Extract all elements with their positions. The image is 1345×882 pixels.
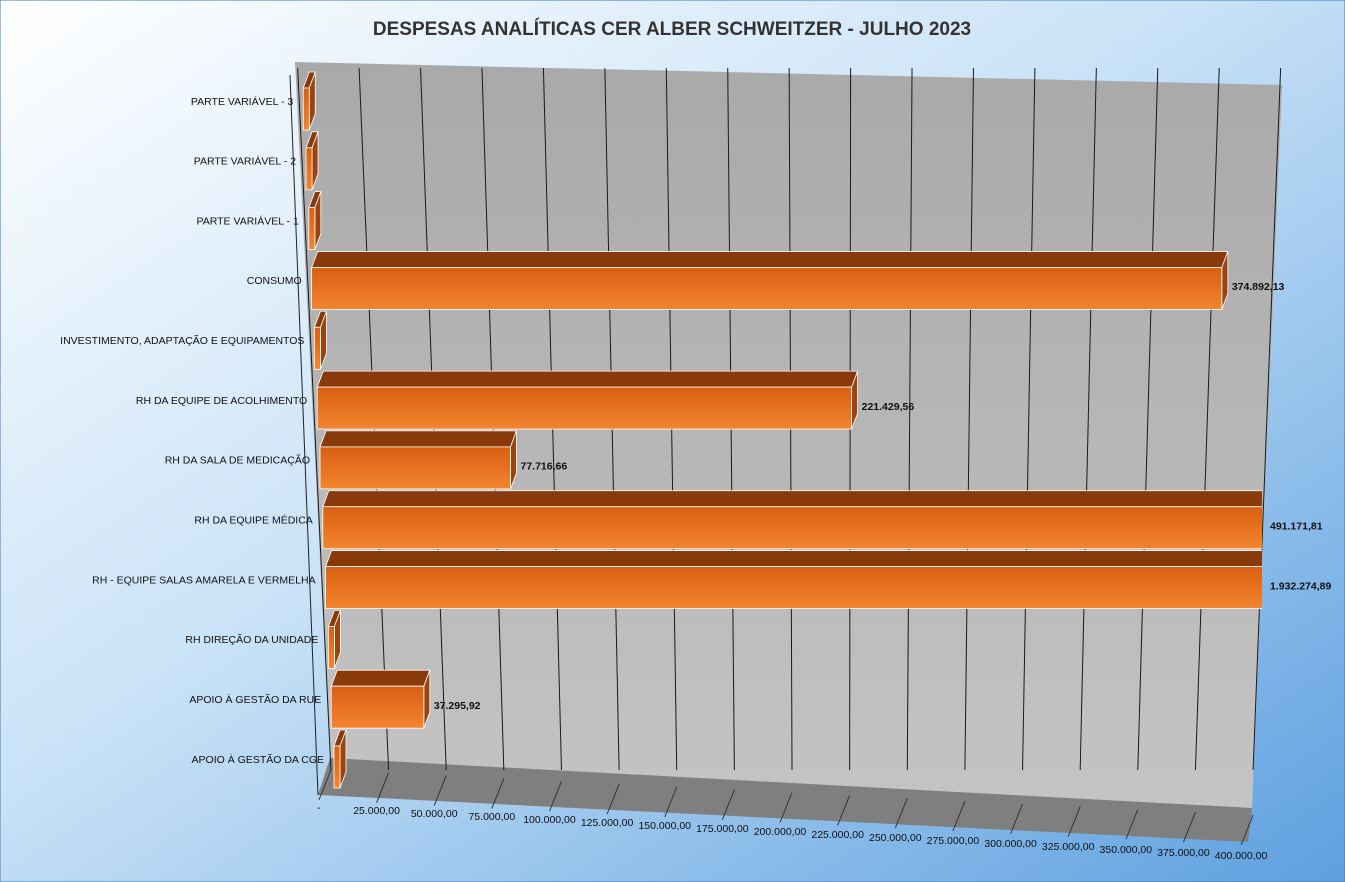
grid-line bbox=[1194, 67, 1220, 771]
bar bbox=[322, 506, 1262, 550]
x-tick-label: 375.000,00 bbox=[1157, 847, 1210, 859]
floor-grid-line bbox=[1067, 806, 1081, 837]
floor-grid-line bbox=[1240, 814, 1254, 846]
bar bbox=[328, 625, 335, 669]
category-label: PARTE VARIÁVEL - 2 bbox=[194, 155, 296, 168]
grid-line bbox=[297, 67, 332, 771]
category-label: RH DA EQUIPE DE ACOLHIMENTO bbox=[136, 395, 307, 407]
category-label: RH DA EQUIPE MÉDICA bbox=[194, 514, 312, 527]
bar bbox=[302, 87, 310, 131]
bar-top bbox=[319, 430, 518, 448]
x-tick-label: 175.000,00 bbox=[696, 823, 749, 835]
category-label: RH DIREÇÃO DA UNIDADE bbox=[185, 633, 318, 646]
x-tick-label: 225.000,00 bbox=[811, 829, 864, 841]
floor-grid-line bbox=[1125, 809, 1139, 840]
bar-top bbox=[322, 490, 1262, 508]
floor-grid-line bbox=[721, 789, 735, 820]
grid-line bbox=[1252, 67, 1282, 771]
category-label: APOIO À GESTÃO DA CGE bbox=[192, 753, 324, 766]
bar bbox=[316, 386, 853, 430]
x-tick-label: 150.000,00 bbox=[638, 820, 691, 832]
category-label: CONSUMO bbox=[247, 275, 302, 287]
floor-grid-line bbox=[433, 775, 447, 806]
bar bbox=[314, 326, 321, 370]
bar-top bbox=[325, 550, 1262, 567]
grid-line bbox=[1022, 67, 1036, 771]
axis-line bbox=[289, 74, 319, 796]
floor-grid-line bbox=[491, 778, 505, 809]
category-label: RH - EQUIPE SALAS AMARELA E VERMELHA bbox=[92, 574, 316, 586]
floor-grid-line bbox=[376, 772, 390, 803]
back-wall bbox=[295, 62, 1282, 808]
value-label: 1.932.274,89 bbox=[1270, 580, 1331, 592]
x-tick-label: 75.000,00 bbox=[468, 811, 515, 823]
chart-title: DESPESAS ANALÍTICAS CER ALBER SCHWEITZER… bbox=[373, 18, 971, 40]
x-tick-label: 275.000,00 bbox=[927, 835, 980, 847]
value-label: 374.892,13 bbox=[1232, 281, 1285, 293]
bar bbox=[311, 267, 1223, 310]
x-tick-label: 400.000,00 bbox=[1215, 850, 1268, 862]
x-tick-label: 325.000,00 bbox=[1042, 841, 1095, 853]
floor-grid-line bbox=[606, 783, 620, 815]
floor-grid-line bbox=[549, 781, 562, 812]
x-tick-label: 50.000,00 bbox=[411, 808, 458, 820]
grid-line bbox=[1079, 67, 1097, 771]
x-tick-label: 250.000,00 bbox=[869, 832, 922, 844]
value-label: 37.295,92 bbox=[434, 700, 481, 712]
bar bbox=[333, 745, 341, 789]
bar-top bbox=[316, 370, 859, 388]
bar-top bbox=[311, 251, 1229, 268]
floor-grid-line bbox=[664, 786, 678, 818]
floor-grid-line bbox=[779, 792, 793, 823]
value-label: 77.716,66 bbox=[520, 461, 567, 473]
floor-grid-line bbox=[1182, 812, 1196, 843]
x-tick-label: 125.000,00 bbox=[581, 817, 634, 829]
bar bbox=[305, 147, 313, 191]
x-tick-label: 200.000,00 bbox=[754, 826, 807, 838]
floor-grid-line bbox=[318, 769, 332, 801]
grid-line bbox=[1137, 67, 1159, 771]
bar-top bbox=[330, 669, 431, 687]
x-tick-label: 350.000,00 bbox=[1100, 844, 1153, 856]
value-label: 221.429,56 bbox=[862, 401, 915, 413]
floor-grid-line bbox=[837, 795, 851, 826]
floor-grid-line bbox=[1010, 803, 1024, 834]
x-tick-label: 25.000,00 bbox=[353, 805, 400, 817]
category-label: APOIO À GESTÃO DA RUE bbox=[189, 693, 321, 706]
x-tick-label: - bbox=[317, 802, 321, 814]
x-tick-label: 100.000,00 bbox=[523, 814, 576, 826]
bar bbox=[325, 566, 1262, 609]
bar bbox=[319, 446, 511, 490]
bar bbox=[330, 685, 425, 729]
category-label: INVESTIMENTO, ADAPTAÇÃO E EQUIPAMENTOS bbox=[60, 334, 304, 347]
grid-line bbox=[964, 67, 974, 771]
bar bbox=[308, 207, 316, 251]
floor bbox=[318, 758, 1252, 842]
category-label: PARTE VARIÁVEL - 1 bbox=[197, 214, 299, 227]
floor-grid-line bbox=[952, 800, 966, 832]
category-label: PARTE VARIÁVEL - 3 bbox=[191, 95, 293, 108]
x-tick-label: 300.000,00 bbox=[984, 838, 1037, 850]
category-label: RH DA SALA DE MEDICAÇÃO bbox=[165, 454, 310, 467]
value-label: 491.171,81 bbox=[1270, 521, 1323, 533]
grid-line bbox=[906, 67, 913, 771]
floor-grid-line bbox=[894, 797, 908, 829]
